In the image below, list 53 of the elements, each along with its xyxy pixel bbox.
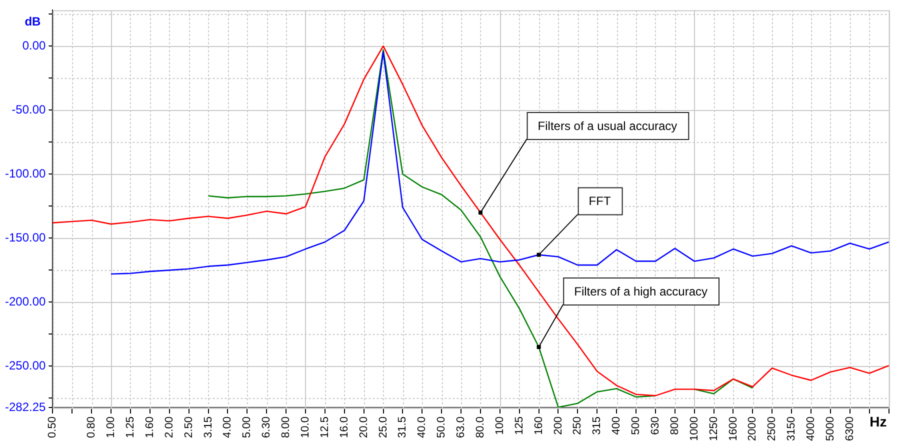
x-tick-label: 50.0 <box>436 416 448 438</box>
y-tick-label: -50.00 <box>12 102 46 116</box>
y-tick-label: -282.25 <box>4 400 46 414</box>
x-tick-label: 2.50 <box>182 416 195 438</box>
x-tick-label: 6300 <box>844 416 856 442</box>
x-tick-label: 10.0 <box>300 416 312 438</box>
x-tick-label: 1250 <box>708 416 720 442</box>
x-tick-label: 100 <box>494 416 506 435</box>
x-tick-label: 2000 <box>746 416 759 442</box>
y-axis-title: dB <box>24 14 42 29</box>
x-tick-label: 200 <box>552 416 564 435</box>
x-tick-label: 0.50 <box>46 416 59 438</box>
x-tick-label: 5.00 <box>241 416 254 438</box>
x-tick-label: 630 <box>650 416 662 435</box>
x-tick-label: 125 <box>513 416 526 435</box>
x-tick-label: 1.25 <box>124 416 137 438</box>
annotation: Filters of a usual accuracy <box>538 118 678 133</box>
x-tick-label: 63.0 <box>455 416 468 438</box>
x-tick-label: 315 <box>591 416 604 435</box>
annotation: FFT <box>588 194 612 208</box>
x-tick-label: 80.0 <box>474 416 487 438</box>
y-tick-label: -150.00 <box>4 230 46 244</box>
x-tick-label: 2500 <box>766 416 778 442</box>
y-tick-label: -200.00 <box>4 294 46 309</box>
x-axis-title: Hz <box>870 413 887 430</box>
x-tick-label: 2.00 <box>163 416 176 438</box>
y-tick-label: -100.00 <box>4 166 46 180</box>
y-tick-label: 0.00 <box>22 38 46 52</box>
y-tick-label: -250.00 <box>4 358 46 373</box>
x-tick-label: 800 <box>668 416 681 435</box>
x-tick-label: 3150 <box>786 416 798 442</box>
x-tick-label: 160 <box>532 416 545 435</box>
x-tick-label: 31.5 <box>396 416 409 438</box>
annotation: Filters of a high accuracy <box>574 284 708 298</box>
x-tick-label: 8.00 <box>280 416 292 438</box>
x-tick-label: 4.00 <box>222 416 234 438</box>
x-tick-label: 5000 <box>824 416 836 442</box>
x-tick-label: 1.60 <box>144 416 156 438</box>
x-tick-label: 12.5 <box>318 416 331 438</box>
x-tick-label: 3.15 <box>202 416 214 438</box>
x-tick-label: 40.0 <box>416 416 428 438</box>
x-tick-label: 1600 <box>727 416 740 442</box>
x-tick-label: 1.00 <box>105 416 118 438</box>
x-tick-label: 250 <box>572 416 584 435</box>
x-tick-label: 6.30 <box>260 416 273 438</box>
x-tick-label: 16.0 <box>338 416 350 438</box>
x-tick-label: 1000 <box>688 416 700 442</box>
x-tick-label: 25.0 <box>377 416 390 438</box>
x-tick-label: 0.80 <box>86 416 98 438</box>
x-tick-label: 20.0 <box>358 416 370 438</box>
x-tick-label: 4000 <box>805 416 818 442</box>
x-tick-label: 500 <box>630 416 642 435</box>
x-tick-label: 400 <box>610 416 623 435</box>
